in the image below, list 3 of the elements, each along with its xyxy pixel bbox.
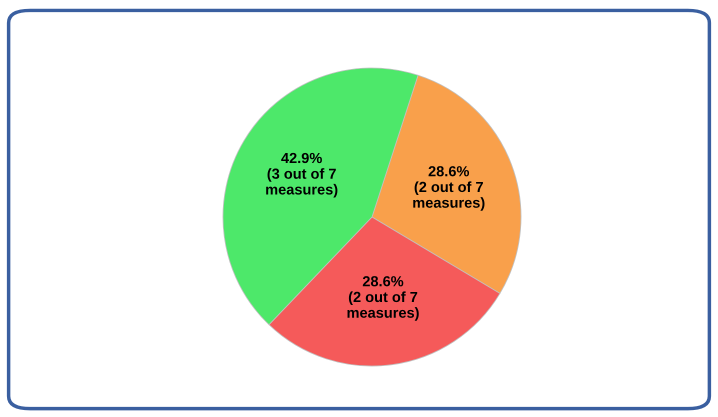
- data-label: 42.9% (3 out of 7 measures): [266, 152, 338, 198]
- data-label: 28.6% (2 out of 7 measures): [413, 166, 484, 211]
- data-label: 28.6% (2 out of 7 measures): [347, 276, 419, 321]
